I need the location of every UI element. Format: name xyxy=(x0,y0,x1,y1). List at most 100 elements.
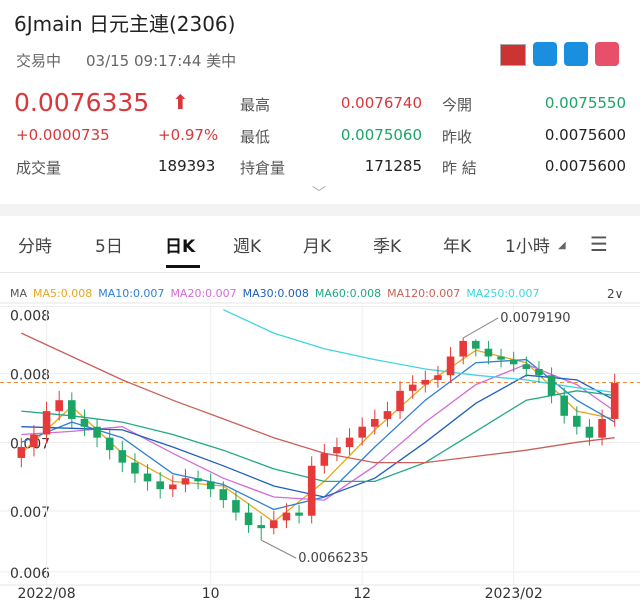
candle-body xyxy=(295,512,303,516)
candle-body xyxy=(307,465,316,516)
favorite-icon[interactable] xyxy=(595,42,619,66)
candle-body xyxy=(573,415,581,427)
y-tick-label: 0.008 xyxy=(10,368,50,384)
candle-body xyxy=(371,418,379,427)
volume-label: 成交量 xyxy=(16,159,62,177)
field-value: 0.0075550 xyxy=(544,94,626,112)
candle-body xyxy=(30,434,38,448)
candle-body xyxy=(535,368,543,376)
tab-active[interactable]: 日K xyxy=(165,237,196,257)
y-tick-label: 0.006 xyxy=(10,566,50,582)
candle-body xyxy=(547,375,556,396)
ma-line xyxy=(223,309,615,394)
candle-body xyxy=(320,453,329,466)
candle-body xyxy=(522,364,531,369)
period-button: 2∨ xyxy=(607,287,623,301)
dropdown-caret: ◢ xyxy=(558,240,566,251)
field-value: 0.0075600 xyxy=(544,157,626,175)
tab[interactable]: 月K xyxy=(303,237,332,257)
field-value: 171285 xyxy=(364,157,422,175)
tab[interactable]: 5日 xyxy=(95,237,123,257)
candle-body xyxy=(55,400,63,412)
field-value: 0.0075600 xyxy=(544,126,626,144)
tab[interactable]: 1小時 xyxy=(505,237,550,257)
candle-body xyxy=(421,379,430,385)
candle-body xyxy=(105,437,114,451)
candle-body xyxy=(560,395,568,416)
candle-body xyxy=(244,512,253,526)
candle-body xyxy=(169,484,177,490)
change-pct: +0.97% xyxy=(158,126,219,144)
x-tick-label: 2023/02 xyxy=(485,586,543,602)
field-label: 最高 xyxy=(240,96,271,114)
candle-body xyxy=(459,340,467,357)
y-tick-label: 0.007 xyxy=(10,505,50,521)
legend-entry: MA120:0.007 xyxy=(387,287,460,300)
x-tick-label: 2022/08 xyxy=(17,586,75,602)
candle-body xyxy=(206,481,215,490)
legend-title: MA xyxy=(10,287,27,300)
candle-body xyxy=(282,512,291,521)
candle-body xyxy=(585,426,594,438)
annotation: 0.0079190 xyxy=(500,311,570,326)
annotation-leader xyxy=(260,539,297,559)
candle-body xyxy=(68,400,76,419)
candle-body xyxy=(257,525,265,529)
legend-entry: MA5:0.008 xyxy=(33,287,92,300)
settings-icon[interactable]: ☰ xyxy=(590,232,608,256)
candle-body xyxy=(156,481,164,490)
legend-entry: MA10:0.007 xyxy=(98,287,164,300)
candle-body xyxy=(434,375,442,380)
candle-body xyxy=(42,411,51,435)
legend-entry: MA250:0.007 xyxy=(466,287,539,300)
tab[interactable]: 分時 xyxy=(18,237,52,257)
tab[interactable]: 週K xyxy=(233,237,262,257)
tab[interactable]: 年K xyxy=(443,237,472,257)
x-tick-label: 12 xyxy=(353,586,371,602)
candle-body xyxy=(408,384,417,391)
field-label: 最低 xyxy=(240,128,271,146)
x-tick-label: 10 xyxy=(202,586,220,602)
time: 03/15 09:17:44 美中 xyxy=(86,52,237,70)
tab-underline xyxy=(166,265,200,268)
candle-body xyxy=(232,500,240,513)
expand-chevron[interactable]: ﹀ xyxy=(312,186,326,202)
tool-icon[interactable] xyxy=(564,42,588,66)
candle-body xyxy=(472,340,480,349)
volume: 189393 xyxy=(158,157,216,175)
candle-body xyxy=(80,418,89,427)
tab[interactable]: 季K xyxy=(373,237,402,257)
candle-body xyxy=(598,418,606,438)
candle-body xyxy=(358,426,366,438)
field-label: 昨 結 xyxy=(442,159,477,177)
last-price: 0.0076335 xyxy=(14,88,150,117)
candle-body xyxy=(509,359,518,365)
candle-body xyxy=(17,447,26,458)
annotation-leader xyxy=(462,317,499,339)
y-tick-label: 0.008 xyxy=(10,309,50,325)
up-arrow: ⬆ xyxy=(172,90,189,114)
legend-entry: MA30:0.008 xyxy=(243,287,309,300)
tab-border xyxy=(0,272,640,273)
field-label: 今開 xyxy=(442,96,473,114)
candle-body xyxy=(383,411,392,419)
legend-entry: MA20:0.007 xyxy=(170,287,236,300)
flag-icon[interactable] xyxy=(500,44,526,66)
candle-body xyxy=(446,356,455,376)
candle-body xyxy=(131,462,139,474)
legend-entry: MA60:0.008 xyxy=(315,287,381,300)
change: +0.0000735 xyxy=(16,126,110,144)
status: 交易中 xyxy=(16,52,62,70)
candle-body xyxy=(194,478,202,482)
annotation: 0.0066235 xyxy=(298,551,368,566)
candle-body xyxy=(345,437,354,448)
field-value: 0.0076740 xyxy=(340,94,422,112)
title: 6Jmain 日元主連(2306) xyxy=(14,12,236,36)
divider xyxy=(0,204,640,216)
field-label: 持倉量 xyxy=(240,159,286,177)
candle-body xyxy=(484,348,493,357)
alert-icon[interactable] xyxy=(533,42,557,66)
ma-line xyxy=(21,390,615,483)
candle-body xyxy=(219,489,228,501)
